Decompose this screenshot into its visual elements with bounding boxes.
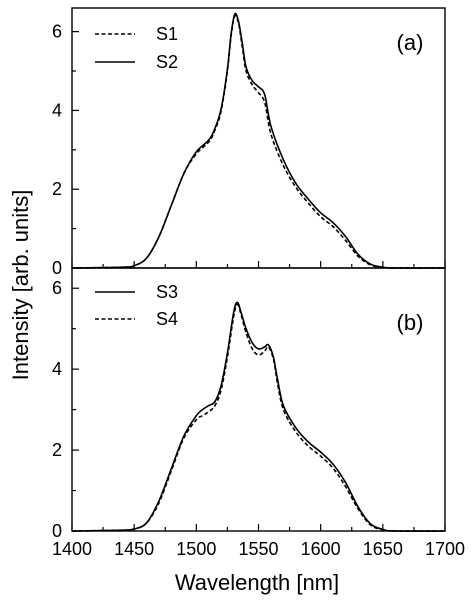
legend-label-s3: S3 xyxy=(156,282,178,302)
panel-label: (b) xyxy=(397,310,424,335)
y-tick-label: 0 xyxy=(52,258,62,278)
legend-label-s4: S4 xyxy=(156,309,178,329)
x-tick-label: 1550 xyxy=(238,539,278,559)
x-axis-title: Wavelength [nm] xyxy=(175,570,339,595)
x-tick-label: 1700 xyxy=(425,539,465,559)
x-tick-label: 1650 xyxy=(363,539,403,559)
y-tick-label: 6 xyxy=(52,278,62,298)
plot-frame xyxy=(71,7,446,269)
y-tick-label: 4 xyxy=(52,359,62,379)
panel-label: (a) xyxy=(397,30,424,55)
x-tick-label: 1500 xyxy=(176,539,216,559)
legend-label-s1: S1 xyxy=(156,24,178,44)
panel-a: 0 2 4 6 S1 S2 (a) xyxy=(52,7,446,278)
plot-frame xyxy=(71,267,446,532)
series-line-s3 xyxy=(71,301,446,532)
y-tick-label: 4 xyxy=(52,100,62,120)
y-tick-label: 0 xyxy=(52,521,62,541)
panels: 0 2 4 6 S1 S2 (a) 0 2 4 6 1400 1450 1500 1550 1600 1650 1… xyxy=(52,7,465,559)
x-tick-label: 1600 xyxy=(301,539,341,559)
series-line-s1 xyxy=(71,14,446,269)
y-axis-title: Intensity [arb. units] xyxy=(8,190,33,381)
panel-b: 0 2 4 6 1400 1450 1500 1550 1600 1650 1700 S3 S4 (b) xyxy=(52,267,465,559)
legend-label-s2: S2 xyxy=(156,52,178,72)
series-line-s2 xyxy=(71,12,446,269)
y-tick-label: 6 xyxy=(52,22,62,42)
y-tick-label: 2 xyxy=(52,440,62,460)
x-tick-label: 1450 xyxy=(114,539,154,559)
x-tick-label: 1400 xyxy=(52,539,92,559)
series-line-s4 xyxy=(71,303,446,532)
y-tick-label: 2 xyxy=(52,179,62,199)
